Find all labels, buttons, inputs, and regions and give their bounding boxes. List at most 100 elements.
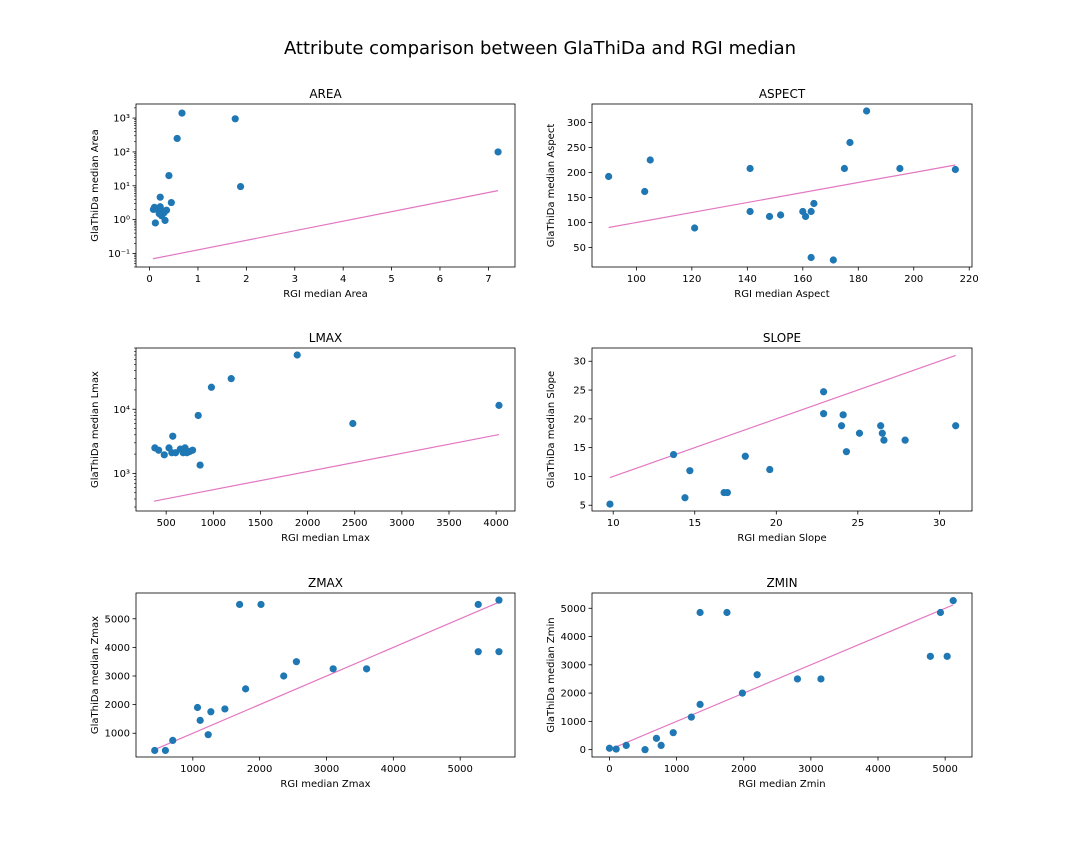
subplot-title: AREA	[309, 87, 342, 101]
x-tick-label: 5000	[447, 764, 472, 775]
data-point	[723, 488, 731, 497]
axes-frame	[135, 592, 516, 758]
subplot-lmax: 500 1000 1500 2000 2500 3000 3500 4000 10³ 10⁴ LMA…	[90, 331, 516, 544]
x-tick-label: 25	[851, 518, 864, 529]
data-point	[474, 648, 482, 656]
y-tick-label: 10³	[113, 469, 130, 480]
y-tick-label: 2000	[561, 689, 586, 700]
data-point	[169, 432, 177, 440]
data-point	[156, 193, 164, 201]
x-tick-label: 180	[849, 274, 868, 285]
data-point	[178, 109, 186, 117]
data-point	[221, 705, 229, 713]
x-axis-label: RGI median Zmax	[280, 779, 370, 790]
data-point	[169, 736, 177, 744]
y-tick-label: 5000	[105, 614, 130, 625]
data-point	[807, 207, 815, 216]
x-tick-label: 20	[770, 518, 783, 529]
data-point	[951, 165, 959, 174]
data-point	[877, 422, 885, 430]
y-axis-label: GlaThiDa median Zmin	[546, 617, 557, 732]
data-point	[878, 429, 886, 437]
data-point	[293, 351, 301, 359]
data-point	[494, 148, 502, 156]
data-point	[196, 716, 204, 724]
data-point	[151, 746, 159, 755]
x-tick-label: 1000	[201, 518, 226, 529]
data-point	[686, 467, 694, 475]
y-tick-label: 300	[567, 118, 586, 129]
data-point	[842, 448, 851, 456]
x-tick-label: 5	[388, 274, 394, 285]
data-point	[188, 446, 197, 454]
x-tick-label: 100	[627, 274, 646, 285]
y-tick-label: 5	[580, 501, 586, 512]
data-point	[495, 401, 503, 409]
one-to-one-line	[608, 164, 956, 229]
data-point	[227, 375, 235, 383]
data-point	[681, 494, 689, 502]
data-point	[605, 172, 613, 181]
x-axis-label: RGI median Zmin	[738, 779, 825, 790]
data-point	[165, 171, 173, 180]
y-tick-label: 25	[573, 386, 586, 397]
data-point	[829, 256, 837, 264]
y-tick-label: 10²	[113, 147, 130, 158]
data-point	[819, 410, 828, 418]
y-tick-label: 2000	[105, 700, 130, 711]
data-point	[669, 450, 678, 459]
data-point	[162, 206, 171, 214]
x-tick-label: 1000	[664, 764, 689, 775]
data-point	[696, 608, 704, 617]
data-point	[840, 164, 849, 173]
y-tick-label: 0	[580, 745, 586, 756]
data-point	[807, 253, 815, 262]
x-tick-label: 4	[340, 274, 346, 285]
data-point	[612, 745, 620, 753]
x-axis-label: RGI median Lmax	[281, 533, 370, 544]
data-point	[657, 741, 665, 750]
one-to-one-line	[609, 604, 954, 751]
y-tick-label: 4000	[105, 643, 130, 654]
one-to-one-line	[153, 434, 500, 502]
data-point	[622, 741, 630, 750]
x-tick-label: 2000	[731, 764, 756, 775]
data-point	[474, 600, 482, 609]
data-point	[738, 689, 746, 697]
axes-frame	[591, 103, 973, 268]
data-point	[167, 198, 175, 207]
data-point	[207, 708, 215, 716]
y-tick-label: 50	[573, 243, 586, 254]
x-tick-label: 140	[738, 274, 757, 285]
axes-frame	[591, 347, 973, 512]
y-axis-label: GlaThiDa median Area	[90, 129, 101, 242]
y-axis-label: GlaThiDa median Lmax	[90, 371, 101, 488]
data-point	[236, 600, 244, 609]
y-tick-label: 20	[573, 414, 586, 425]
x-tick-label: 1500	[248, 518, 273, 529]
data-point	[746, 164, 754, 173]
x-tick-label: 6	[437, 274, 443, 285]
x-tick-label: 3500	[436, 518, 461, 529]
y-tick-label: 3000	[561, 660, 586, 671]
axes-frame	[135, 347, 516, 512]
x-tick-label: 1000	[180, 764, 205, 775]
subplot-title: ASPECT	[759, 87, 806, 101]
subplot-title: ZMIN	[766, 576, 797, 590]
data-point	[696, 700, 704, 709]
data-point	[846, 138, 854, 147]
x-axis-label: RGI median Area	[283, 289, 368, 300]
data-point	[194, 411, 202, 420]
data-point	[691, 224, 699, 232]
subplot-title: ZMAX	[308, 576, 343, 590]
x-tick-label: 500	[157, 518, 176, 529]
y-axis-label: GlaThiDa median Zmax	[90, 616, 101, 734]
y-tick-label: 15	[573, 443, 586, 454]
data-point	[817, 675, 825, 683]
x-tick-label: 200	[904, 274, 923, 285]
data-point	[936, 608, 945, 617]
x-tick-label: 3000	[389, 518, 414, 529]
y-tick-label: 3000	[105, 672, 130, 683]
data-point	[753, 671, 761, 679]
data-point	[862, 107, 871, 115]
